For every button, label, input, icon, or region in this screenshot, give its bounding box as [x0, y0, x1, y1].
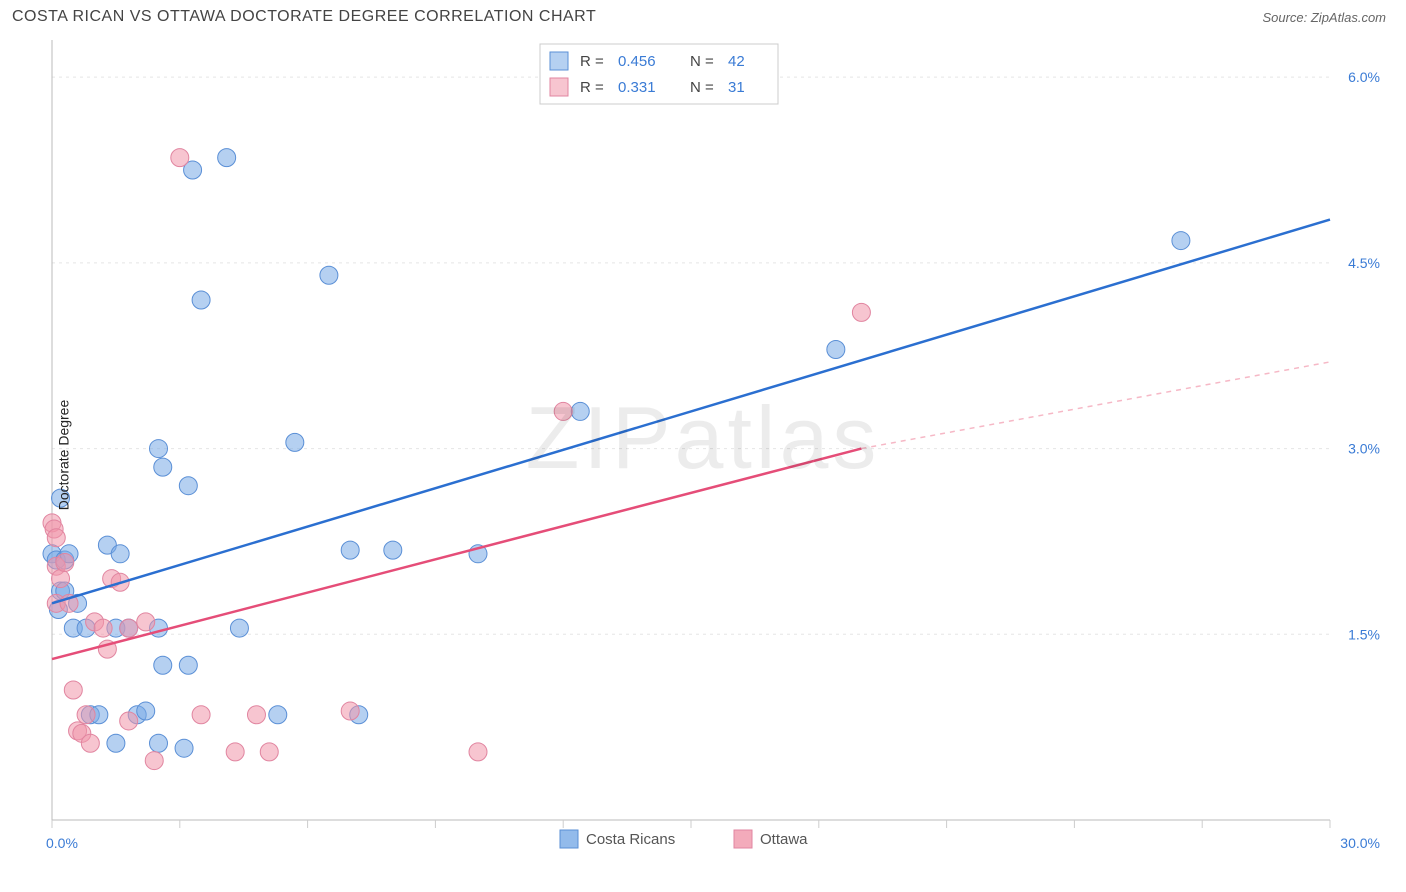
scatter-point — [179, 656, 197, 674]
legend-swatch — [560, 830, 578, 848]
stats-swatch — [550, 52, 568, 70]
y-axis-label: Doctorate Degree — [55, 400, 71, 511]
scatter-point — [64, 681, 82, 699]
scatter-point — [554, 402, 572, 420]
scatter-point — [81, 734, 99, 752]
scatter-point — [1172, 232, 1190, 250]
scatter-point — [154, 656, 172, 674]
stats-r-label: R = — [580, 53, 604, 70]
chart-title: COSTA RICAN VS OTTAWA DOCTORATE DEGREE C… — [12, 8, 596, 26]
legend-swatch — [734, 830, 752, 848]
scatter-point — [269, 706, 287, 724]
scatter-point — [150, 734, 168, 752]
scatter-point — [320, 266, 338, 284]
stats-n-value: 42 — [728, 53, 745, 70]
scatter-point — [52, 570, 70, 588]
scatter-point — [94, 619, 112, 637]
scatter-point — [137, 702, 155, 720]
scatter-point — [469, 743, 487, 761]
stats-r-value: 0.331 — [618, 79, 656, 96]
trend-line — [52, 449, 861, 659]
scatter-point — [571, 402, 589, 420]
scatter-point — [77, 706, 95, 724]
scatter-point — [247, 706, 265, 724]
scatter-point — [827, 341, 845, 359]
scatter-point — [150, 440, 168, 458]
scatter-point — [852, 303, 870, 321]
scatter-point — [120, 619, 138, 637]
y-tick-label: 6.0% — [1348, 69, 1380, 85]
x-min-label: 0.0% — [46, 835, 78, 851]
legend-label: Ottawa — [760, 831, 808, 848]
scatter-point — [171, 149, 189, 167]
trend-line-extrapolated — [861, 362, 1330, 449]
scatter-point — [107, 734, 125, 752]
stats-n-label: N = — [690, 53, 714, 70]
legend-label: Costa Ricans — [586, 831, 675, 848]
trend-line — [52, 220, 1330, 604]
y-tick-label: 4.5% — [1348, 255, 1380, 271]
scatter-point — [137, 613, 155, 631]
scatter-point — [120, 712, 138, 730]
scatter-point — [179, 477, 197, 495]
y-tick-label: 3.0% — [1348, 441, 1380, 457]
stats-n-value: 31 — [728, 79, 745, 96]
scatter-point — [192, 706, 210, 724]
x-max-label: 30.0% — [1340, 835, 1380, 851]
scatter-point — [56, 553, 74, 571]
scatter-point — [218, 149, 236, 167]
source-attribution: Source: ZipAtlas.com — [1262, 10, 1386, 25]
scatter-point — [260, 743, 278, 761]
scatter-point — [111, 545, 129, 563]
scatter-point — [47, 529, 65, 547]
stats-swatch — [550, 78, 568, 96]
stats-n-label: N = — [690, 79, 714, 96]
scatter-point — [154, 458, 172, 476]
scatter-point — [226, 743, 244, 761]
scatter-point — [384, 541, 402, 559]
scatter-point — [192, 291, 210, 309]
scatter-point — [230, 619, 248, 637]
stats-r-label: R = — [580, 79, 604, 96]
scatter-point — [175, 739, 193, 757]
y-tick-label: 1.5% — [1348, 626, 1380, 642]
scatter-point — [341, 541, 359, 559]
scatter-point — [341, 702, 359, 720]
stats-r-value: 0.456 — [618, 53, 656, 70]
correlation-scatter-chart: 1.5% 3.0% 4.5% 6.0% 0.0% 30.0% R = 0.456 N = 42 R … — [0, 30, 1406, 880]
scatter-point — [145, 752, 163, 770]
scatter-point — [286, 433, 304, 451]
